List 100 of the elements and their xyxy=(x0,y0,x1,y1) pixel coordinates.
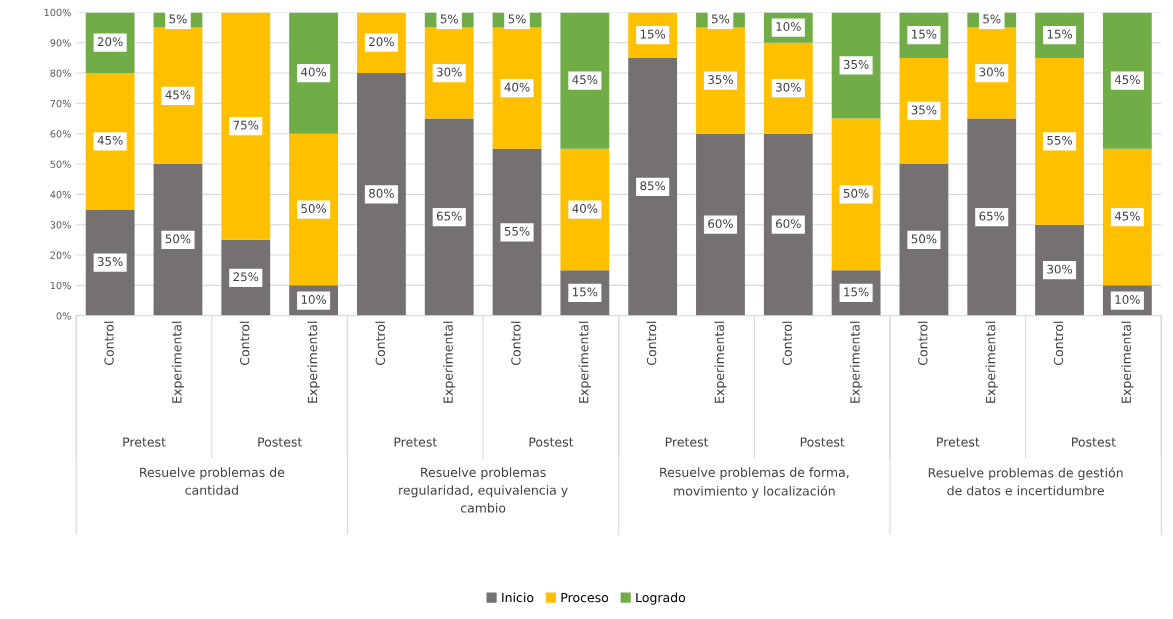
data-label: 15% xyxy=(640,29,666,39)
data-label: 80% xyxy=(369,188,394,198)
data-label: 45% xyxy=(572,75,598,85)
data-label: 45% xyxy=(1114,75,1140,85)
bar xyxy=(1102,12,1152,149)
y-tick-label: 60% xyxy=(50,130,71,138)
x-tick-label: Control xyxy=(646,321,657,366)
data-label: 35% xyxy=(843,59,869,69)
data-label: 35% xyxy=(708,75,733,85)
y-tick-label: 0% xyxy=(56,312,71,320)
data-label: 75% xyxy=(233,120,259,130)
bar xyxy=(831,12,881,119)
bar xyxy=(899,57,949,165)
x-tick-label: Control xyxy=(375,321,386,366)
text: Resuelve problemas de forma, movimiento y localización xyxy=(660,467,849,499)
x-tick-label: Experimental xyxy=(171,321,185,403)
y-tick-label: 30% xyxy=(50,221,71,229)
data-label: 5% xyxy=(169,14,187,24)
data-label: 30% xyxy=(1047,264,1073,274)
data-label: 60% xyxy=(776,219,801,229)
x-tick-label: Experimental xyxy=(850,321,863,403)
y-tick-label: 40% xyxy=(50,190,71,199)
x-tick-label: Experimental xyxy=(1121,321,1134,403)
y-tick-label: 70% xyxy=(50,99,71,108)
data-label: 35% xyxy=(911,105,937,115)
data-label: 20% xyxy=(369,37,394,47)
data-label: 35% xyxy=(97,257,123,267)
bar xyxy=(289,133,339,286)
text: Pretest xyxy=(123,437,166,447)
x-tick-label: Experimental xyxy=(443,321,456,403)
data-label: 45% xyxy=(165,90,191,100)
data-label: 10% xyxy=(1115,295,1140,304)
x-tick-label: Experimental xyxy=(985,321,998,403)
y-tick-label: 20% xyxy=(50,251,71,259)
bar xyxy=(763,42,813,134)
data-label: 30% xyxy=(437,67,462,77)
text: Resuelve problemas regularidad, equivalencia y cambio xyxy=(399,467,568,513)
bar xyxy=(424,118,474,316)
x-tick-label: Experimental xyxy=(714,321,727,403)
bar xyxy=(85,73,135,210)
bar xyxy=(357,73,406,316)
bar xyxy=(1035,224,1084,316)
data-label: 5% xyxy=(508,14,526,24)
x-tick-label: Control xyxy=(782,321,792,366)
data-label: 25% xyxy=(233,272,259,282)
legend-label: Proceso xyxy=(561,592,609,603)
data-label: 50% xyxy=(165,234,191,244)
data-label: 30% xyxy=(979,67,1005,77)
legend-label: Logrado xyxy=(636,592,686,605)
data-label: 15% xyxy=(573,287,598,297)
data-label: 20% xyxy=(97,37,123,47)
text: Postest xyxy=(800,437,845,447)
x-tick-label: Experimental xyxy=(307,321,320,403)
x-tick-label: Control xyxy=(104,321,114,366)
data-label: 55% xyxy=(1047,135,1073,145)
x-tick-label: Control xyxy=(1053,321,1064,366)
data-label: 5% xyxy=(983,14,1001,24)
data-label: 65% xyxy=(436,211,462,221)
data-label: 40% xyxy=(572,204,598,213)
data-label: 10% xyxy=(776,22,801,31)
data-label: 50% xyxy=(843,188,869,198)
text: Postest xyxy=(529,437,574,447)
y-tick-label: 10% xyxy=(50,281,71,290)
legend-label: Inicio xyxy=(502,592,534,603)
bar xyxy=(1035,57,1084,225)
data-label: 15% xyxy=(844,287,869,297)
bar xyxy=(899,164,949,316)
bar xyxy=(831,118,881,271)
data-label: 50% xyxy=(301,204,327,213)
y-tick-label: 80% xyxy=(50,69,71,77)
bar xyxy=(492,148,542,316)
y-tick-label: 90% xyxy=(50,39,71,47)
data-label: 45% xyxy=(1114,211,1140,221)
data-label: 45% xyxy=(97,135,123,145)
text: Postest xyxy=(258,437,303,447)
bar xyxy=(153,164,203,316)
text: Postest xyxy=(1072,437,1116,447)
bar xyxy=(289,12,339,134)
text: Pretest xyxy=(665,437,709,447)
text: Resuelve problemas de cantidad xyxy=(140,467,285,495)
data-label: 60% xyxy=(708,219,733,229)
data-label: 40% xyxy=(301,67,327,77)
data-label: 50% xyxy=(911,234,937,244)
y-tick-label: 100% xyxy=(44,8,71,17)
x-tick-label: Control xyxy=(917,321,928,366)
data-label: 40% xyxy=(504,82,530,92)
bar xyxy=(1102,148,1152,286)
text: Resuelve problemas de gestión de datos e incertidumbre xyxy=(928,467,1123,496)
data-label: 85% xyxy=(640,181,666,191)
data-label: 65% xyxy=(979,211,1005,221)
bar xyxy=(696,133,745,316)
y-tick-label: 50% xyxy=(50,160,71,168)
data-label: 5% xyxy=(712,14,730,24)
bar xyxy=(560,12,610,149)
data-label: 10% xyxy=(301,295,327,304)
x-tick-label: Control xyxy=(239,321,250,366)
bar xyxy=(628,57,678,316)
bar xyxy=(221,12,271,240)
data-label: 30% xyxy=(776,82,801,92)
x-tick-label: Experimental xyxy=(578,321,591,403)
